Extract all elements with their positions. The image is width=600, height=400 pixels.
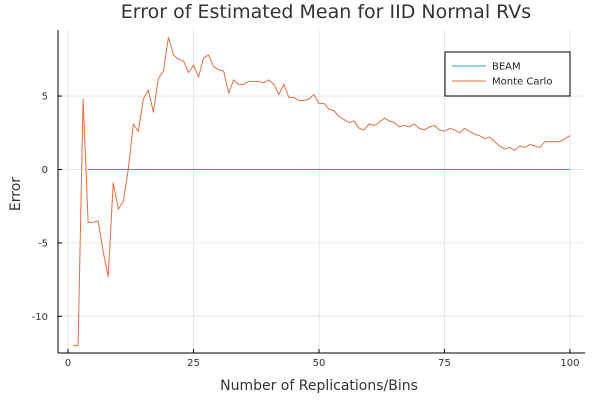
- x-tick-label: 75: [438, 358, 451, 369]
- x-tick-label: 0: [65, 358, 71, 369]
- series-layer: [73, 36, 571, 347]
- ticks-layer: 0 25 50 75 100 -10 -5 0 5: [32, 92, 580, 369]
- legend-label-beam: BEAM: [492, 62, 521, 73]
- y-axis-label: Error: [8, 177, 24, 211]
- legend: BEAM Monte Carlo: [444, 51, 571, 97]
- legend-label-monte-carlo: Monte Carlo: [492, 77, 552, 88]
- x-tick-label: 100: [560, 358, 579, 369]
- x-tick-label: 50: [313, 358, 326, 369]
- y-tick-label: -5: [38, 238, 48, 249]
- y-tick-label: -10: [32, 312, 48, 323]
- x-axis-label: Number of Replications/Bins: [220, 378, 418, 394]
- y-tick-label: 0: [42, 165, 48, 176]
- y-tick-label: 5: [42, 92, 48, 103]
- chart-title: Error of Estimated Mean for IID Normal R…: [121, 1, 531, 23]
- legend-box: [444, 51, 571, 97]
- x-tick-label: 25: [187, 358, 200, 369]
- series-line-monte-carlo: [73, 36, 571, 347]
- axes-layer: [57, 30, 585, 354]
